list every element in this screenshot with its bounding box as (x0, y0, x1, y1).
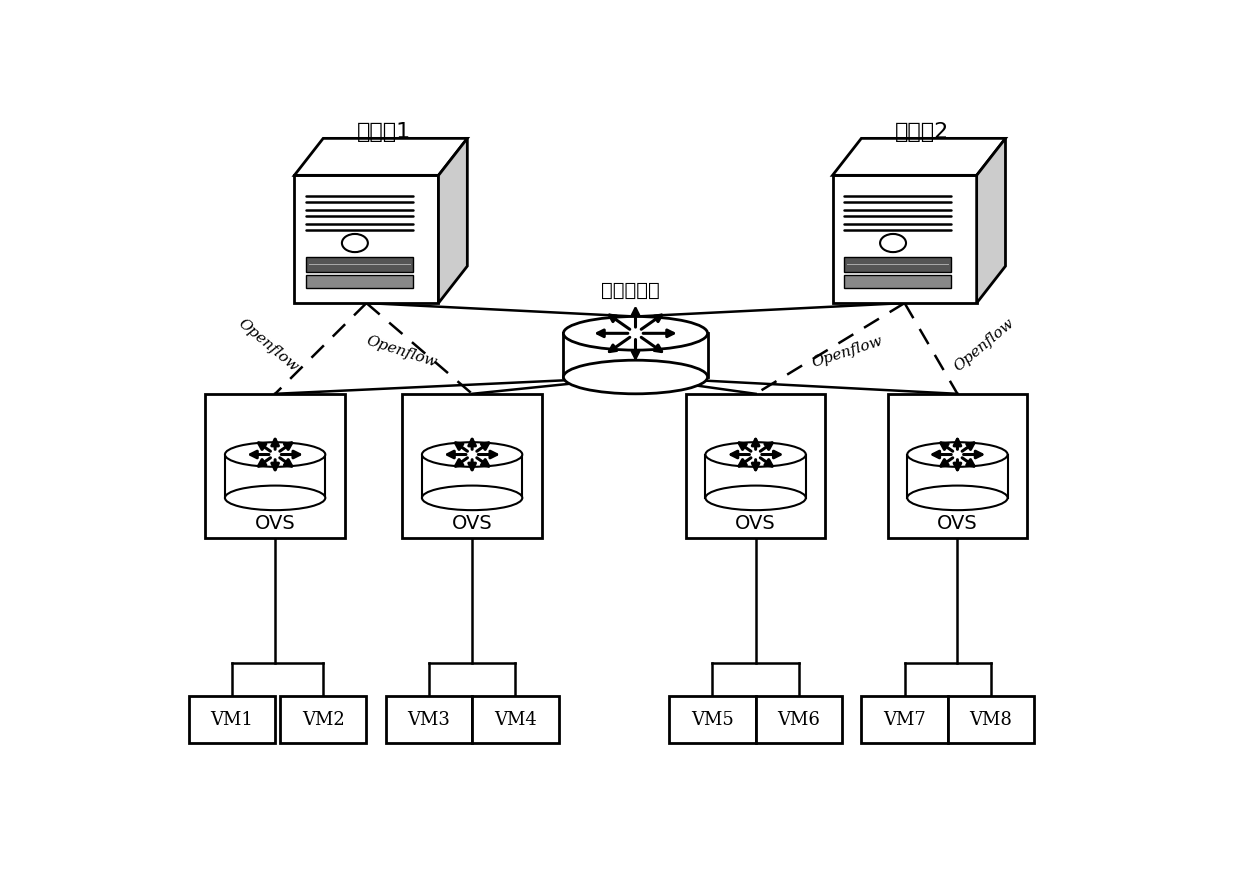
Polygon shape (686, 394, 826, 539)
Text: OVS: OVS (451, 514, 492, 533)
Ellipse shape (563, 317, 708, 350)
Polygon shape (977, 138, 1006, 303)
Text: Openflow: Openflow (236, 316, 300, 375)
Polygon shape (472, 697, 559, 744)
Polygon shape (844, 275, 951, 288)
Ellipse shape (706, 485, 806, 510)
Polygon shape (294, 175, 439, 303)
Text: VM1: VM1 (211, 711, 253, 729)
Text: OVS: OVS (735, 514, 776, 533)
Text: VM4: VM4 (494, 711, 537, 729)
Text: OVS: OVS (254, 514, 295, 533)
Polygon shape (832, 138, 1006, 175)
Text: OVS: OVS (937, 514, 978, 533)
Polygon shape (832, 175, 977, 303)
Ellipse shape (908, 443, 1008, 467)
Text: Openflow: Openflow (365, 333, 439, 370)
Polygon shape (294, 138, 467, 175)
Polygon shape (403, 394, 542, 539)
Text: VM5: VM5 (691, 711, 734, 729)
Polygon shape (908, 455, 1008, 498)
Ellipse shape (422, 485, 522, 510)
Ellipse shape (224, 485, 325, 510)
Text: 控制器2: 控制器2 (895, 121, 949, 141)
Ellipse shape (224, 443, 325, 467)
Polygon shape (306, 275, 413, 288)
Polygon shape (422, 455, 522, 498)
Text: VM2: VM2 (301, 711, 345, 729)
Text: Openflow: Openflow (951, 316, 1017, 375)
Text: VM3: VM3 (408, 711, 450, 729)
Polygon shape (862, 697, 947, 744)
Polygon shape (306, 257, 413, 272)
Text: VM6: VM6 (777, 711, 821, 729)
Polygon shape (224, 455, 325, 498)
Text: 控制器1: 控制器1 (357, 121, 410, 141)
Polygon shape (706, 455, 806, 498)
Polygon shape (947, 697, 1034, 744)
Polygon shape (188, 697, 275, 744)
Polygon shape (888, 394, 1027, 539)
Polygon shape (386, 697, 472, 744)
Polygon shape (280, 697, 367, 744)
Polygon shape (439, 138, 467, 303)
Polygon shape (206, 394, 345, 539)
Polygon shape (844, 257, 951, 272)
Text: VM8: VM8 (970, 711, 1013, 729)
Text: VM7: VM7 (883, 711, 926, 729)
Ellipse shape (908, 485, 1008, 510)
Ellipse shape (422, 443, 522, 467)
Ellipse shape (706, 443, 806, 467)
Polygon shape (670, 697, 755, 744)
Text: Openflow: Openflow (810, 333, 884, 370)
Polygon shape (563, 333, 708, 377)
Polygon shape (755, 697, 842, 744)
Ellipse shape (563, 361, 708, 394)
Text: 物理交换机: 物理交换机 (601, 281, 660, 299)
